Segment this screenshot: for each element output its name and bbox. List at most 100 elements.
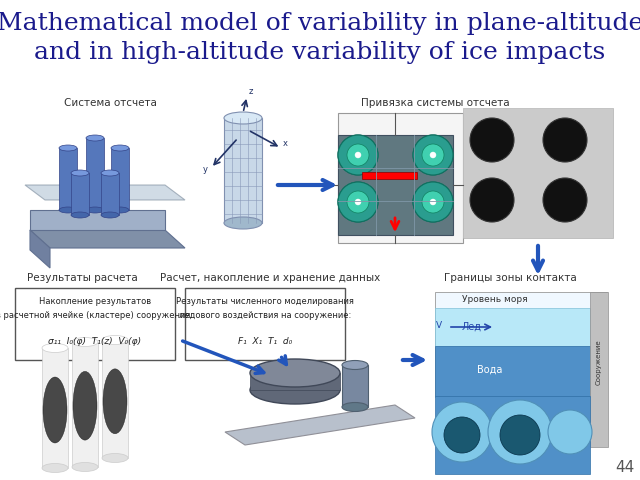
Ellipse shape [59,207,77,213]
Text: Границы зоны контакта: Границы зоны контакта [444,273,577,283]
FancyBboxPatch shape [185,288,345,360]
Ellipse shape [42,464,68,472]
Ellipse shape [111,207,129,213]
Bar [101,173,119,215]
Polygon shape [30,230,185,248]
Circle shape [413,182,453,222]
Ellipse shape [102,336,128,345]
Ellipse shape [72,337,98,347]
Circle shape [422,191,444,213]
Circle shape [470,118,514,162]
Text: в расчетной ячейке (кластере) сооружения:: в расчетной ячейке (кластере) сооружения… [0,311,193,320]
Circle shape [432,402,492,462]
FancyBboxPatch shape [15,288,175,360]
Bar [435,292,607,397]
Text: Накопление результатов: Накопление результатов [39,298,151,307]
Ellipse shape [73,372,97,440]
Text: Привязка системы отсчета: Привязка системы отсчета [361,98,509,108]
Bar [72,342,98,467]
Ellipse shape [250,376,340,404]
Circle shape [500,415,540,455]
Bar [338,135,453,235]
Text: Вода: Вода [477,365,502,375]
Bar [435,308,590,346]
Ellipse shape [250,359,340,387]
Text: σ₁₁  I₀(φ)  T₁(z)  V₀(φ): σ₁₁ I₀(φ) T₁(z) V₀(φ) [49,337,141,347]
Polygon shape [225,405,415,445]
Circle shape [430,199,436,205]
Circle shape [430,152,436,158]
Text: V: V [436,321,442,329]
Bar [338,113,463,243]
Circle shape [347,144,369,166]
Circle shape [338,135,378,175]
Ellipse shape [101,170,119,176]
Bar [463,108,613,238]
Circle shape [413,135,453,175]
Circle shape [413,135,453,175]
Text: Результаты численного моделирования: Результаты численного моделирования [176,298,354,307]
Text: y: y [203,165,208,174]
Circle shape [347,191,369,213]
Ellipse shape [43,377,67,443]
Text: Сооружение: Сооружение [596,339,602,385]
Ellipse shape [342,403,368,411]
Text: Результаты расчета: Результаты расчета [27,273,138,283]
Polygon shape [30,230,50,268]
Text: F₁  X₁  T₁  d₀: F₁ X₁ T₁ d₀ [238,337,292,347]
Ellipse shape [86,207,104,213]
Bar [86,138,104,210]
Bar [71,173,89,215]
Bar [435,396,590,474]
Bar [342,365,368,407]
Ellipse shape [42,344,68,352]
Bar [362,172,417,179]
Ellipse shape [101,212,119,218]
Ellipse shape [71,212,89,218]
Text: x: x [283,139,288,148]
Ellipse shape [103,369,127,434]
Bar [102,340,128,458]
Circle shape [470,178,514,222]
Bar [59,148,77,210]
Circle shape [347,144,369,166]
Ellipse shape [102,454,128,463]
Text: ледового воздействия на сооружение:: ледового воздействия на сооружение: [179,311,351,320]
Bar [435,346,590,396]
Text: z: z [249,87,253,96]
Bar [590,292,608,447]
Text: Уровень моря: Уровень моря [462,296,528,304]
Text: Mathematical model of variability in plane-altitude
and in high-altitude variabi: Mathematical model of variability in pla… [0,12,640,64]
Bar [42,348,68,468]
Ellipse shape [59,145,77,151]
Circle shape [422,144,444,166]
Circle shape [430,199,436,205]
Bar [463,108,613,238]
Text: Система отсчета: Система отсчета [63,98,156,108]
Circle shape [422,144,444,166]
Circle shape [355,152,361,158]
Ellipse shape [224,217,262,229]
Polygon shape [30,210,165,230]
Text: Лед: Лед [462,322,482,332]
Circle shape [430,152,436,158]
Circle shape [488,400,552,464]
Ellipse shape [71,170,89,176]
Bar [111,148,129,210]
Bar [224,118,262,223]
Circle shape [548,410,592,454]
Circle shape [444,417,480,453]
Ellipse shape [224,112,262,124]
Circle shape [355,199,361,205]
Circle shape [543,178,587,222]
Ellipse shape [342,360,368,370]
Circle shape [413,182,453,222]
Ellipse shape [111,145,129,151]
Bar [250,373,340,390]
Ellipse shape [72,463,98,471]
Ellipse shape [86,135,104,141]
Circle shape [347,191,369,213]
Text: 44: 44 [616,460,635,476]
Circle shape [338,135,378,175]
Polygon shape [25,185,185,200]
